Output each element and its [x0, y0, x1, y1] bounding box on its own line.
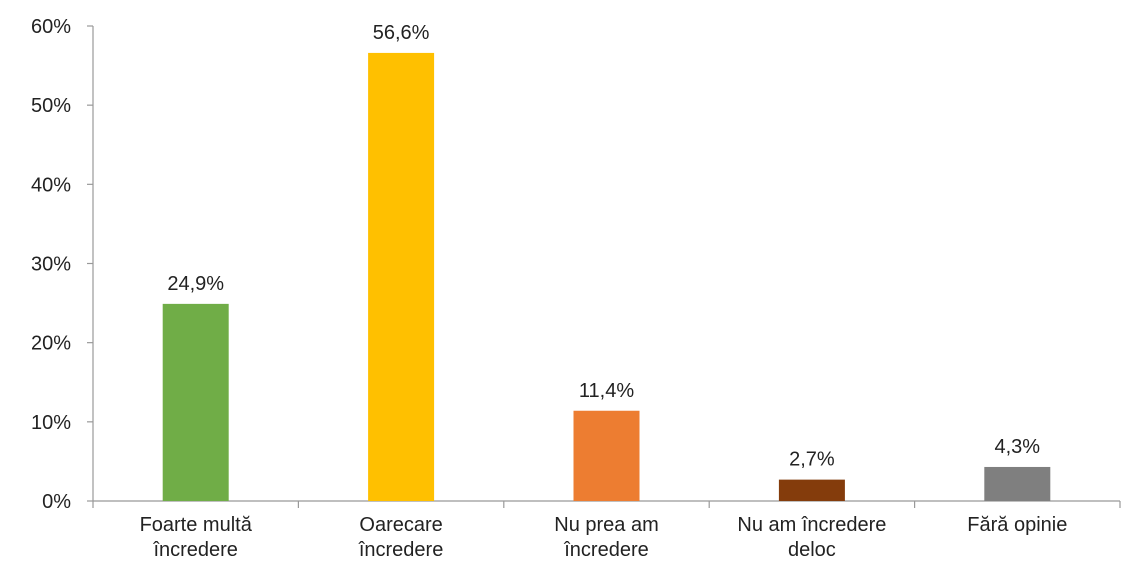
x-tick-label-line: Oarecare [359, 514, 442, 536]
y-tick-label: 50% [31, 95, 71, 117]
x-tick-label: Fără opinie [967, 514, 1067, 536]
data-label: 2,7% [789, 449, 835, 471]
y-tick-label: 30% [31, 254, 71, 276]
x-tick-label-line: Foarte multă [140, 514, 253, 536]
x-tick-label: Foarte multă încredere [140, 514, 253, 561]
y-tick-label: 40% [31, 174, 71, 196]
y-tick-label: 20% [31, 333, 71, 355]
x-tick-label-line: Nu am încredere [737, 514, 886, 536]
bar [778, 479, 845, 501]
data-label: 4,3% [995, 436, 1041, 458]
y-tick-label: 10% [31, 412, 71, 434]
x-tick-label: Nu am încredere deloc [737, 514, 886, 561]
bar [368, 52, 435, 502]
x-tick-label: Nu prea am încredere [554, 514, 659, 561]
x-tick-label-line: Fără opinie [967, 514, 1067, 536]
x-tick-label-line: încredere [563, 539, 649, 561]
bar [573, 410, 640, 501]
data-label: 24,9% [167, 273, 224, 295]
y-tick-label: 60% [31, 16, 71, 38]
x-tick-label-line: încredere [152, 539, 238, 561]
y-tick-label: 0% [42, 491, 71, 513]
data-label: 56,6% [373, 22, 430, 44]
x-tick-label-line: deloc [788, 539, 836, 561]
x-tick-label-line: Nu prea am [554, 514, 659, 536]
bar [984, 466, 1051, 501]
x-tick-label-line: încredere [358, 539, 444, 561]
data-label: 11,4% [579, 380, 634, 402]
bar [162, 303, 229, 501]
x-tick-label: Oarecare încredere [358, 514, 444, 561]
